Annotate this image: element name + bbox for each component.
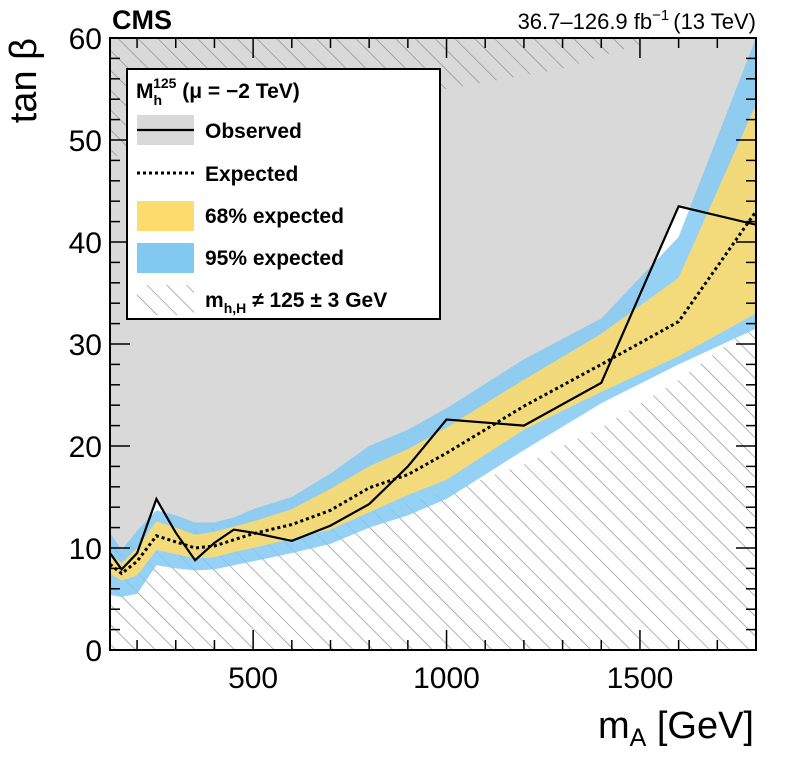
y-tick-labels: 0 10 20 30 40 50 60 — [69, 23, 102, 668]
legend-expected-label: Expected — [205, 163, 298, 186]
hatched-region-bottom — [110, 323, 756, 650]
legend-observed-label: Observed — [205, 120, 302, 143]
y-tick-label: 0 — [85, 635, 102, 668]
legend-hatched-label: mh,H ≠ 125 ± 3 GeV — [205, 289, 387, 316]
expected-line — [110, 210, 756, 576]
x-tick-label: 500 — [228, 662, 278, 695]
y-tick-label: 30 — [69, 329, 102, 362]
legend-68-label: 68% expected — [205, 205, 344, 228]
x-axis-title: mA [GeV] — [598, 705, 754, 752]
x-tick-label: 1000 — [413, 662, 480, 695]
legend-box — [126, 68, 441, 320]
legend-header: Mh125 (μ = −2 TeV) — [136, 75, 300, 108]
y-tick-label: 50 — [69, 125, 102, 158]
y-minor-ticks — [110, 57, 756, 631]
y-tick-label: 60 — [69, 23, 102, 56]
legend-95-swatch — [137, 243, 194, 273]
x-tick-label: 1500 — [607, 662, 674, 695]
luminosity-label: 36.7–126.9 fb−1 (13 TeV) — [518, 7, 756, 34]
y-axis-title: tan β — [3, 38, 45, 123]
experiment-label: CMS — [112, 5, 172, 35]
legend: Mh125 (μ = −2 TeV) Observed Expected 68%… — [126, 68, 441, 320]
observed-line — [110, 205, 756, 572]
band-68-expected — [110, 104, 756, 581]
x-minor-ticks — [136, 38, 757, 650]
legend-95-label: 95% expected — [205, 247, 344, 270]
y-tick-label: 20 — [69, 431, 102, 464]
x-tick-labels: 500 1000 1500 — [228, 662, 673, 695]
y-tick-label: 10 — [69, 533, 102, 566]
y-tick-label: 40 — [69, 227, 102, 260]
legend-68-swatch — [137, 201, 194, 231]
x-major-ticks — [252, 38, 641, 650]
legend-hatched-swatch — [137, 285, 194, 315]
